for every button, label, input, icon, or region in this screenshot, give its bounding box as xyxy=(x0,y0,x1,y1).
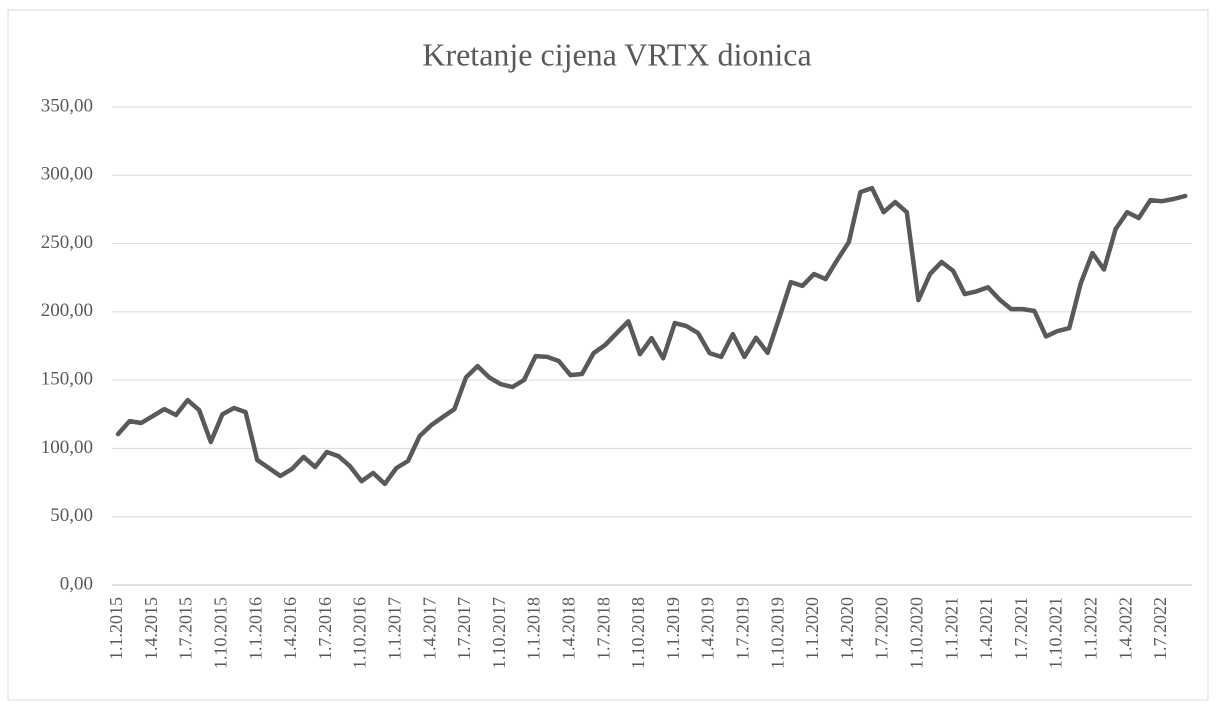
x-tick-label: 1.10.2019 xyxy=(767,597,787,669)
x-tick-label: 1.10.2018 xyxy=(628,597,648,669)
x-tick-label: 1.4.2022 xyxy=(1115,597,1135,660)
y-tick-label: 200,00 xyxy=(41,300,93,321)
x-tick-label: 1.1.2015 xyxy=(106,597,126,660)
y-tick-label: 250,00 xyxy=(41,232,93,253)
price-line xyxy=(115,185,1188,487)
x-tick-label: 1.4.2020 xyxy=(837,597,857,660)
x-tick-label: 1.1.2022 xyxy=(1081,597,1101,660)
x-tick-label: 1.7.2022 xyxy=(1150,597,1170,660)
x-tick-label: 1.1.2020 xyxy=(802,597,822,660)
y-tick-label: 300,00 xyxy=(41,164,93,185)
x-tick-label: 1.7.2017 xyxy=(454,597,474,660)
x-tick-label: 1.4.2016 xyxy=(280,597,300,660)
x-tick-label: 1.4.2017 xyxy=(419,597,439,660)
x-tick-label: 1.7.2019 xyxy=(733,597,753,660)
x-tick-label: 1.7.2015 xyxy=(176,597,196,660)
x-tick-label: 1.10.2021 xyxy=(1046,597,1066,669)
y-tick-label: 100,00 xyxy=(41,437,93,458)
x-tick-label: 1.7.2018 xyxy=(593,597,613,660)
x-tick-label: 1.1.2018 xyxy=(524,597,544,660)
x-tick-label: 1.4.2015 xyxy=(141,597,161,660)
x-tick-label: 1.10.2020 xyxy=(907,597,927,669)
x-tick-label: 1.4.2019 xyxy=(698,597,718,660)
chart-border xyxy=(7,9,1209,701)
x-tick-label: 1.7.2021 xyxy=(1011,597,1031,660)
x-tick-label: 1.1.2017 xyxy=(385,597,405,660)
y-tick-label: 350,00 xyxy=(41,95,93,116)
x-tick-label: 1.4.2018 xyxy=(559,597,579,660)
x-tick-label: 1.10.2017 xyxy=(489,597,509,669)
x-tick-label: 1.1.2019 xyxy=(663,597,683,660)
x-tick-label: 1.1.2016 xyxy=(245,597,265,660)
x-tick-label: 1.4.2021 xyxy=(976,597,996,660)
chart-title: Kretanje cijena VRTX dionica xyxy=(422,36,811,72)
y-tick-label: 0,00 xyxy=(60,573,93,594)
x-tick-label: 1.7.2020 xyxy=(872,597,892,660)
x-tick-label: 1.10.2016 xyxy=(350,597,370,669)
y-tick-label: 150,00 xyxy=(41,369,93,390)
x-tick-label: 1.1.2021 xyxy=(941,597,961,660)
x-tick-label: 1.7.2016 xyxy=(315,597,335,660)
x-tick-label: 1.10.2015 xyxy=(211,597,231,669)
y-tick-label: 50,00 xyxy=(50,505,93,526)
